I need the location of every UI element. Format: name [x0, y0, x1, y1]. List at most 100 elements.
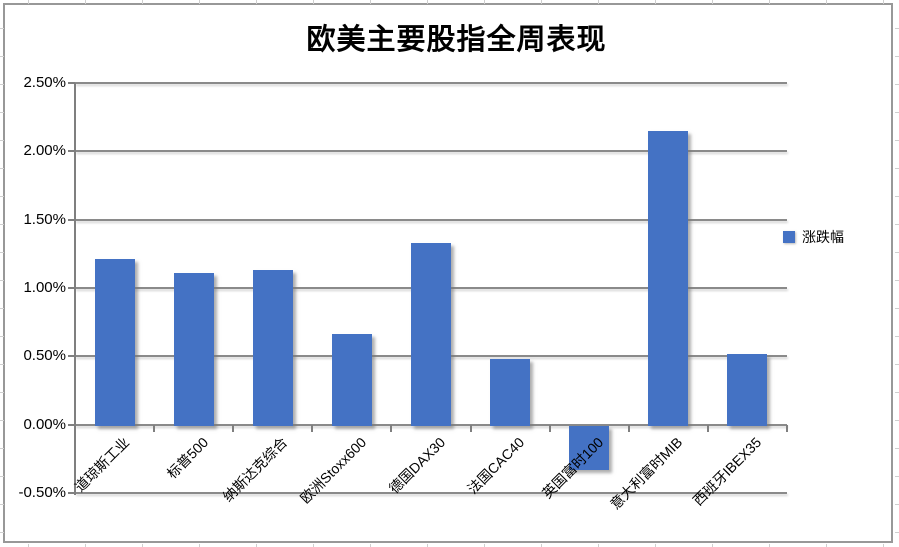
y-axis-tick	[68, 218, 75, 221]
y-axis-label: 0.00%	[23, 415, 66, 433]
y-axis-label: 1.50%	[23, 210, 66, 228]
y-axis-label: 0.50%	[23, 347, 66, 365]
sheet-gridline-stub	[895, 112, 899, 113]
x-axis-tick	[706, 424, 709, 432]
sheet-gridline-stub	[313, 544, 314, 547]
y-gridline	[75, 82, 787, 84]
sheet-gridline-stub	[484, 544, 485, 547]
sheet-gridline-stub	[0, 112, 4, 113]
y-axis-line	[74, 83, 76, 495]
sheet-gridline-stub	[28, 544, 29, 547]
sheet-gridline-stub	[313, 0, 314, 4]
x-axis-tick	[74, 424, 76, 432]
sheet-gridline-stub	[895, 336, 899, 337]
sheet-gridline-stub	[0, 196, 4, 197]
bar-西班牙IBEX35[interactable]	[727, 353, 768, 426]
bar-纳斯达克综合[interactable]	[252, 270, 293, 426]
sheet-gridline-stub	[0, 56, 4, 57]
bar-意大利富时MIB[interactable]	[648, 130, 689, 426]
bar-德国DAX30[interactable]	[411, 242, 451, 426]
sheet-gridline-stub	[895, 280, 899, 281]
sheet-gridline-stub	[895, 224, 899, 225]
sheet-gridline-stub	[826, 0, 827, 4]
sheet-gridline-stub	[370, 0, 371, 4]
bar-法国CAC40[interactable]	[490, 359, 531, 426]
y-axis-label: 2.00%	[23, 142, 66, 160]
sheet-gridline-stub	[895, 84, 899, 85]
sheet-gridline-stub	[598, 544, 599, 547]
y-axis-tick	[68, 287, 75, 289]
sheet-gridline-stub	[655, 544, 656, 547]
sheet-gridline-stub	[0, 140, 4, 141]
sheet-gridline-stub	[0, 476, 4, 477]
bar-欧洲Stoxx600[interactable]	[331, 334, 372, 426]
y-axis-label: 2.50%	[23, 74, 66, 91]
sheet-gridline-stub	[895, 252, 899, 253]
sheet-gridline-stub	[28, 0, 29, 4]
y-gridline	[75, 218, 787, 221]
sheet-gridline-stub	[256, 0, 257, 4]
y-axis-tick	[68, 492, 75, 494]
sheet-gridline-stub	[427, 0, 428, 4]
sheet-gridline-stub	[895, 420, 899, 421]
sheet-gridline-stub	[0, 308, 4, 309]
sheet-gridline-stub	[895, 532, 899, 533]
sheet-gridline-stub	[895, 168, 899, 169]
bar-标普500[interactable]	[173, 272, 214, 426]
sheet-gridline-stub	[598, 0, 599, 4]
sheet-gridline-stub	[895, 504, 899, 505]
sheet-gridline-stub	[427, 544, 428, 547]
y-gridline	[75, 492, 787, 494]
sheet-gridline-stub	[769, 0, 770, 4]
sheet-gridline-stub	[883, 544, 884, 547]
sheet-gridline-stub	[0, 504, 4, 505]
chart-title[interactable]: 欧美主要股指全周表现	[306, 24, 607, 56]
legend-swatch	[783, 231, 795, 243]
sheet-gridline-stub	[199, 0, 200, 4]
sheet-gridline-stub	[895, 140, 899, 141]
bar-英国富时100[interactable]	[569, 425, 610, 470]
bar-道琼斯工业[interactable]	[94, 259, 135, 426]
sheet-gridline-stub	[895, 28, 899, 29]
sheet-gridline-stub	[895, 392, 899, 393]
sheet-gridline-stub	[712, 0, 713, 4]
sheet-gridline-stub	[826, 544, 827, 547]
y-axis-tick	[68, 355, 75, 358]
x-axis-tick	[548, 424, 551, 432]
sheet-gridline-stub	[85, 544, 86, 547]
sheet-gridline-stub	[0, 364, 4, 365]
y-axis-label: 1.00%	[23, 279, 66, 296]
sheet-gridline-stub	[0, 280, 4, 281]
x-axis-tick	[627, 424, 630, 432]
legend[interactable]: 涨跌幅	[783, 227, 844, 247]
sheet-gridline-stub	[769, 544, 770, 547]
sheet-gridline-stub	[0, 532, 4, 533]
sheet-gridline-stub	[0, 448, 4, 449]
sheet-gridline-stub	[85, 0, 86, 4]
sheet-gridline-stub	[541, 544, 542, 547]
sheet-gridline-stub	[0, 84, 4, 85]
y-axis-tick	[68, 423, 75, 426]
sheet-gridline-stub	[484, 0, 485, 4]
y-axis-tick	[68, 82, 75, 84]
sheet-gridline-stub	[895, 448, 899, 449]
sheet-gridline-stub	[0, 168, 4, 169]
sheet-gridline-stub	[256, 544, 257, 547]
y-axis-tick	[68, 150, 75, 153]
sheet-gridline-stub	[142, 544, 143, 547]
x-axis-tick	[390, 424, 393, 432]
x-axis-tick	[153, 424, 156, 432]
sheet-gridline-stub	[895, 196, 899, 197]
sheet-gridline-stub	[0, 392, 4, 393]
x-axis-tick	[786, 424, 788, 432]
sheet-gridline-stub	[199, 544, 200, 547]
sheet-gridline-stub	[370, 544, 371, 547]
sheet-gridline-stub	[0, 336, 4, 337]
y-axis-label: -0.50%	[18, 484, 66, 501]
sheet-gridline-stub	[142, 0, 143, 4]
sheet-gridline-stub	[0, 224, 4, 225]
sheet-gridline-stub	[883, 0, 884, 4]
x-axis-tick	[232, 424, 235, 432]
